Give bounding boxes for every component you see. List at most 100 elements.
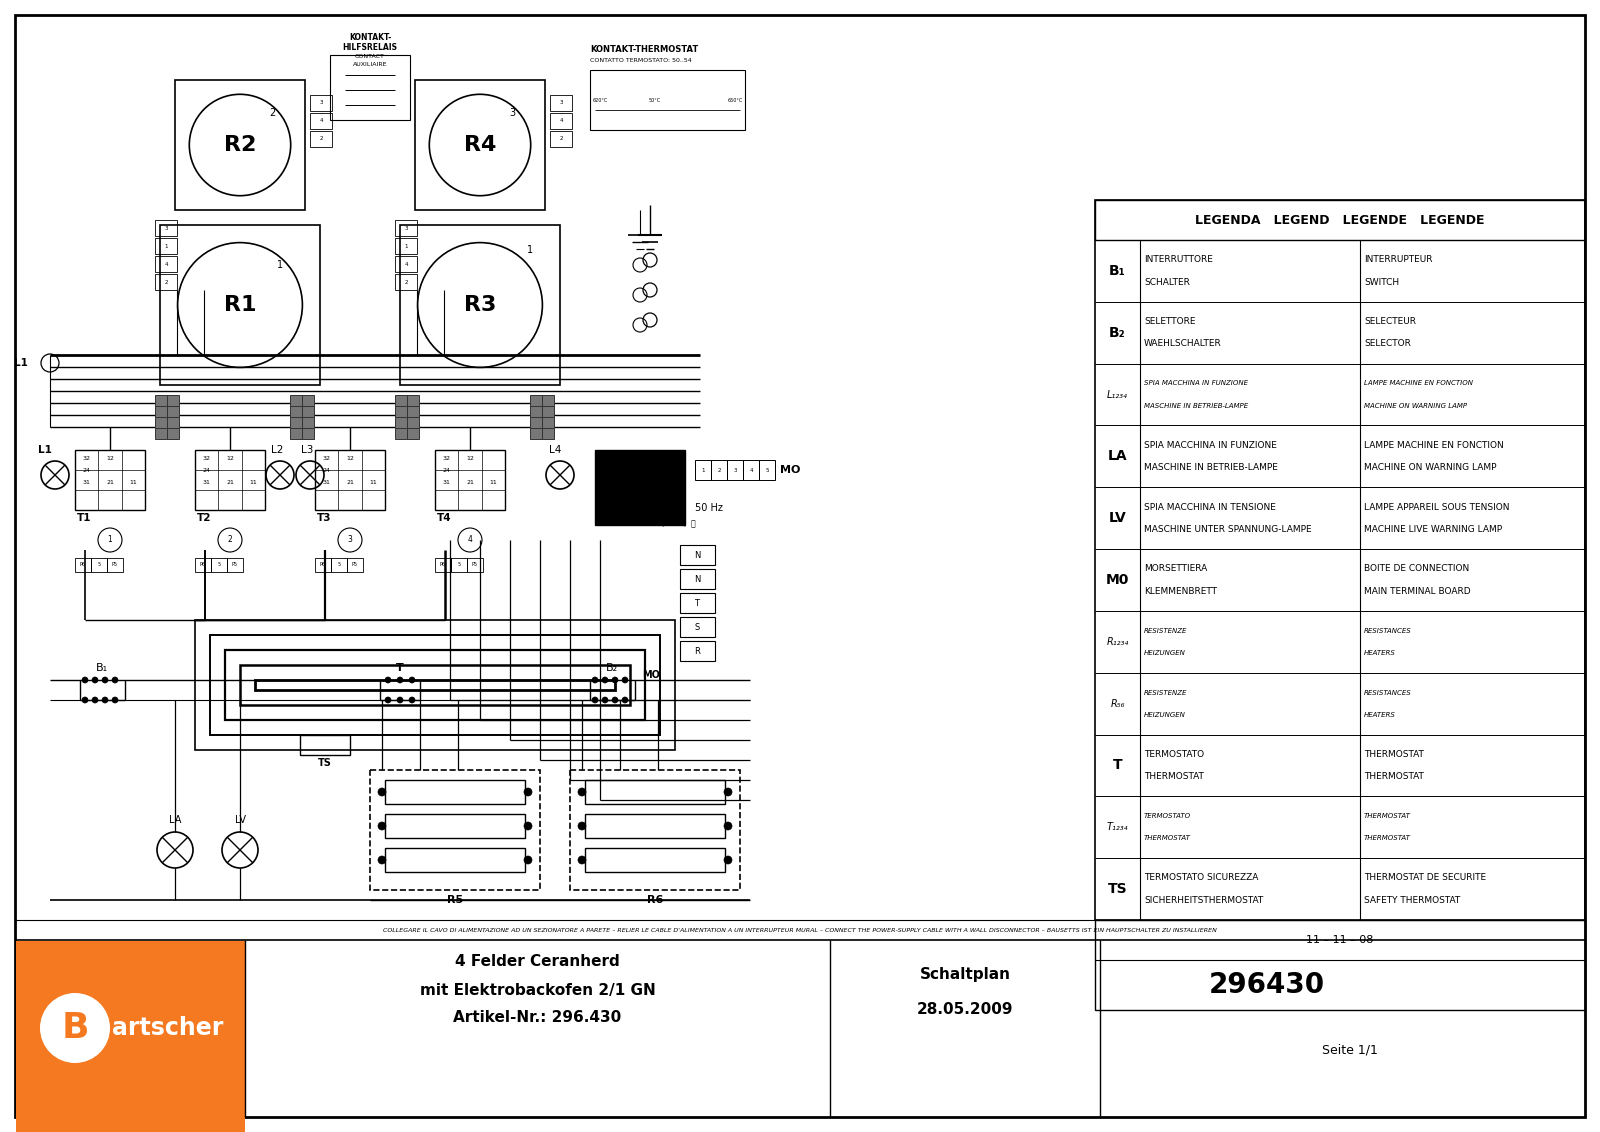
Circle shape (622, 677, 627, 683)
Text: 296430: 296430 (1208, 971, 1325, 1000)
Bar (155, 395, 166, 406)
Text: 1: 1 (165, 243, 168, 249)
Bar (542, 417, 554, 428)
Bar (451, 558, 467, 572)
Text: 2: 2 (165, 280, 168, 284)
Text: S: S (694, 623, 699, 632)
Text: TERMOSTATO SICUREZZA: TERMOSTATO SICUREZZA (1144, 874, 1258, 883)
Text: THERMOSTAT: THERMOSTAT (1144, 835, 1190, 841)
Text: 2: 2 (227, 535, 232, 544)
Text: TERMOSTATO: TERMOSTATO (1144, 813, 1190, 820)
Text: BOITE DE CONNECTION: BOITE DE CONNECTION (1363, 565, 1469, 574)
Circle shape (112, 697, 118, 703)
Text: HEIZUNGEN: HEIZUNGEN (1144, 712, 1186, 718)
Circle shape (578, 788, 586, 796)
Text: 31: 31 (443, 480, 451, 484)
Text: L1: L1 (14, 358, 29, 368)
Text: T: T (1112, 758, 1122, 772)
Circle shape (723, 822, 733, 830)
Text: KONTAKT-THERMOSTAT: KONTAKT-THERMOSTAT (590, 45, 698, 54)
Text: 11: 11 (250, 480, 258, 484)
Text: 31: 31 (203, 480, 211, 484)
Bar (155, 256, 178, 272)
Circle shape (602, 697, 608, 703)
Bar (310, 131, 333, 147)
Text: THERMOSTAT: THERMOSTAT (1363, 772, 1424, 781)
Text: 11: 11 (130, 480, 138, 484)
Text: CONTATTO TERMOSTATO: 50..54: CONTATTO TERMOSTATO: 50..54 (590, 58, 691, 62)
Text: R₁₂₃₄: R₁₂₃₄ (1106, 637, 1128, 646)
Bar (210, 635, 661, 735)
Text: LAMPE MACHINE EN FONCTION: LAMPE MACHINE EN FONCTION (1363, 440, 1504, 449)
Bar (240, 664, 630, 705)
Text: CONTACT: CONTACT (355, 54, 386, 60)
Text: HEATERS: HEATERS (1363, 650, 1395, 655)
Bar (590, 70, 746, 130)
Text: 32: 32 (83, 455, 91, 461)
Text: MASCHINE UNTER SPANNUNG-LAMPE: MASCHINE UNTER SPANNUNG-LAMPE (1144, 525, 1312, 534)
Text: 2: 2 (320, 137, 323, 142)
Text: MORSETTIERA: MORSETTIERA (1144, 565, 1208, 574)
Text: SWITCH: SWITCH (1363, 277, 1398, 286)
Bar (406, 417, 419, 428)
Bar (530, 395, 542, 406)
Text: THERMOSTAT: THERMOSTAT (1363, 749, 1424, 758)
Bar (680, 544, 715, 565)
Text: artscher: artscher (112, 1017, 224, 1040)
Text: TS: TS (1107, 882, 1128, 897)
Bar (467, 558, 483, 572)
Text: 1: 1 (405, 243, 408, 249)
Bar (530, 428, 542, 439)
Bar (680, 569, 715, 589)
Bar (347, 558, 363, 572)
Circle shape (525, 788, 531, 796)
Bar (680, 593, 715, 614)
Text: 32: 32 (443, 455, 451, 461)
Bar (301, 735, 350, 755)
Circle shape (82, 697, 88, 703)
Bar (155, 238, 178, 254)
Text: 21: 21 (466, 480, 474, 484)
Text: 400 V, 3∼N,  ⏚: 400 V, 3∼N, ⏚ (640, 518, 696, 528)
Text: LAMPE APPAREIL SOUS TENSION: LAMPE APPAREIL SOUS TENSION (1363, 503, 1509, 512)
Bar (395, 220, 418, 235)
Text: 4: 4 (165, 261, 168, 266)
Bar (386, 814, 525, 838)
Bar (395, 417, 406, 428)
Circle shape (611, 697, 618, 703)
Text: 24: 24 (443, 468, 451, 472)
Text: 21: 21 (106, 480, 114, 484)
Bar (1094, 200, 1586, 240)
Bar (1094, 920, 1586, 1010)
Text: 12: 12 (466, 455, 474, 461)
Text: B: B (61, 1011, 88, 1045)
Text: INTERRUTTORE: INTERRUTTORE (1144, 256, 1213, 264)
Circle shape (723, 856, 733, 864)
Text: B₁: B₁ (96, 663, 109, 674)
Bar (406, 395, 419, 406)
Text: 1: 1 (526, 245, 533, 255)
Bar (211, 558, 227, 572)
Circle shape (102, 677, 109, 683)
Text: R3: R3 (464, 295, 496, 315)
Circle shape (578, 822, 586, 830)
Circle shape (578, 856, 586, 864)
Text: LA: LA (170, 815, 181, 825)
Bar (435, 558, 451, 572)
Text: SELECTOR: SELECTOR (1363, 340, 1411, 349)
Bar (542, 395, 554, 406)
Circle shape (622, 697, 627, 703)
Text: THERMOSTAT: THERMOSTAT (1144, 772, 1203, 781)
Text: Schaltplan: Schaltplan (920, 968, 1011, 983)
Text: SELECTEUR: SELECTEUR (1363, 317, 1416, 326)
Text: R6: R6 (646, 895, 662, 904)
Bar (680, 641, 715, 661)
Bar (290, 428, 302, 439)
Text: 5: 5 (338, 563, 341, 567)
Text: T: T (694, 599, 699, 608)
Circle shape (386, 677, 390, 683)
Text: L1: L1 (38, 445, 51, 455)
Text: RESISTENZE: RESISTENZE (1144, 689, 1187, 695)
Bar (550, 113, 573, 129)
Text: RESISTANCES: RESISTANCES (1363, 689, 1411, 695)
